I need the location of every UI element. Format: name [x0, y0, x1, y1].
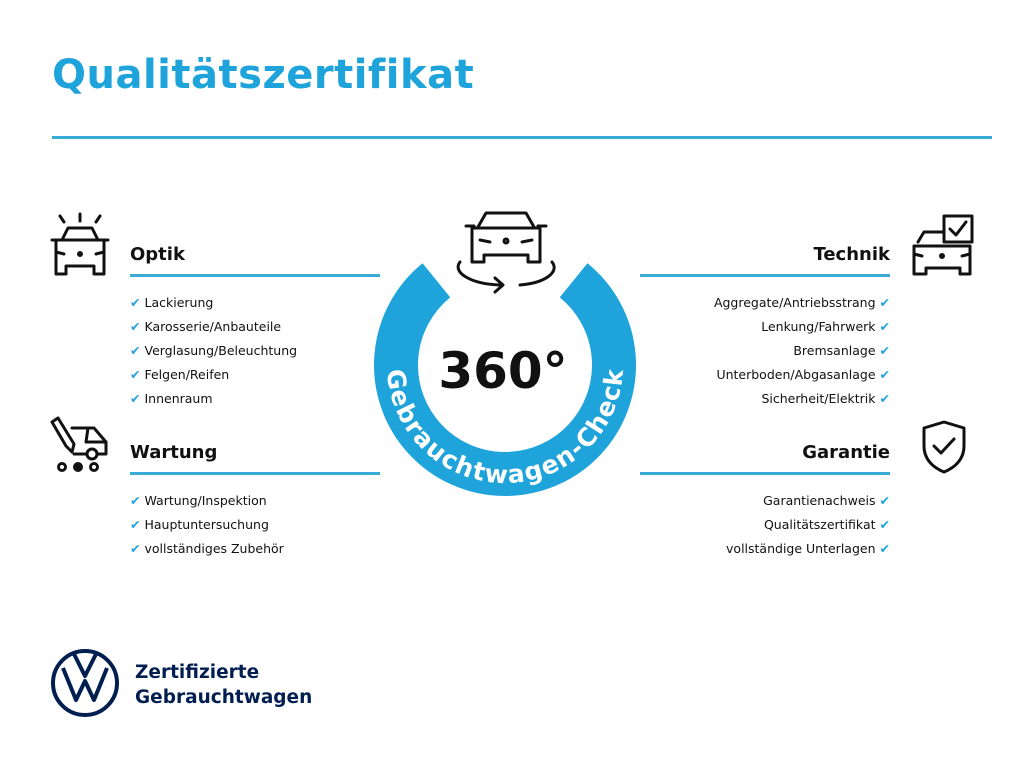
- list-item: ✔ Hauptuntersuchung: [130, 517, 269, 532]
- car-lights-icon: [50, 212, 110, 276]
- check-icon: ✔: [130, 391, 141, 406]
- section-title: Garantie: [802, 442, 890, 463]
- list-item: ✔ Karosserie/Anbauteile: [130, 319, 282, 334]
- check-icon: ✔: [879, 295, 890, 310]
- 360-check-badge: Gebrauchtwagen-Check 360°: [374, 211, 636, 496]
- list-item: ✔ Wartung/Inspektion: [130, 493, 267, 508]
- shield-check-icon: [922, 420, 966, 474]
- check-icon: ✔: [879, 319, 890, 334]
- check-icon: ✔: [879, 343, 890, 358]
- list-item: ✔ Felgen/Reifen: [130, 367, 230, 382]
- service-van-icon: [50, 416, 108, 472]
- list-item: Unterboden/Abgasanlage ✔: [716, 367, 890, 382]
- section-title: Wartung: [130, 442, 218, 463]
- vw-logo: [51, 649, 119, 717]
- section-divider: [640, 274, 890, 277]
- list-item: vollständige Unterlagen ✔: [726, 541, 890, 556]
- check-icon: ✔: [879, 391, 890, 406]
- check-icon: ✔: [879, 493, 890, 508]
- check-icon: ✔: [130, 493, 141, 508]
- section-wartung: Wartung ✔ Wartung/Inspektion ✔ Hauptunters…: [130, 440, 380, 561]
- check-icon: ✔: [879, 517, 890, 532]
- check-icon: ✔: [130, 517, 141, 532]
- check-icon: ✔: [130, 343, 141, 358]
- 360-label: 360°: [438, 342, 567, 400]
- check-icon: ✔: [130, 541, 141, 556]
- list-item: Qualitätszertifikat ✔: [763, 517, 890, 532]
- section-divider: [640, 472, 890, 475]
- list-item: Bremsanlage ✔: [793, 343, 890, 358]
- check-icon: ✔: [879, 541, 890, 556]
- check-icon: ✔: [130, 295, 141, 310]
- check-icon: ✔: [130, 367, 141, 382]
- list-item: Sicherheit/Elektrik ✔: [761, 391, 890, 406]
- section-title: Optik: [130, 244, 185, 265]
- section-technik: Technik Aggregate/Antriebsstrang ✔ Lenkun…: [640, 242, 890, 411]
- section-divider: [130, 274, 380, 277]
- section-garantie: Garantie Garantienachweis ✔ Qualitätszert…: [640, 440, 890, 561]
- list-item: ✔ vollständiges Zubehör: [130, 541, 284, 556]
- list-item: ✔ Lackierung: [130, 295, 214, 310]
- car-rotate-icon: [456, 211, 556, 294]
- check-icon: ✔: [130, 319, 141, 334]
- section-title: Technik: [813, 244, 890, 265]
- list-item: ✔ Verglasung/Beleuchtung: [130, 343, 298, 358]
- list-item: Garantienachweis ✔: [763, 493, 890, 508]
- section-optik: Optik ✔ Lackierung ✔ Karosserie/Anbauteile…: [130, 242, 380, 411]
- title-divider: [52, 136, 992, 139]
- brand-text: Zertifizierte Gebrauchtwagen: [135, 662, 313, 708]
- list-item: Lenkung/Fahrwerk ✔: [761, 319, 890, 334]
- check-icon: ✔: [879, 367, 890, 382]
- page-title: Qualitätszertifikat: [52, 52, 475, 98]
- section-divider: [130, 472, 380, 475]
- badge-ring: [374, 263, 636, 496]
- car-checklist-icon: [912, 214, 974, 276]
- list-item: ✔ Innenraum: [130, 391, 213, 406]
- list-item: Aggregate/Antriebsstrang ✔: [713, 295, 890, 310]
